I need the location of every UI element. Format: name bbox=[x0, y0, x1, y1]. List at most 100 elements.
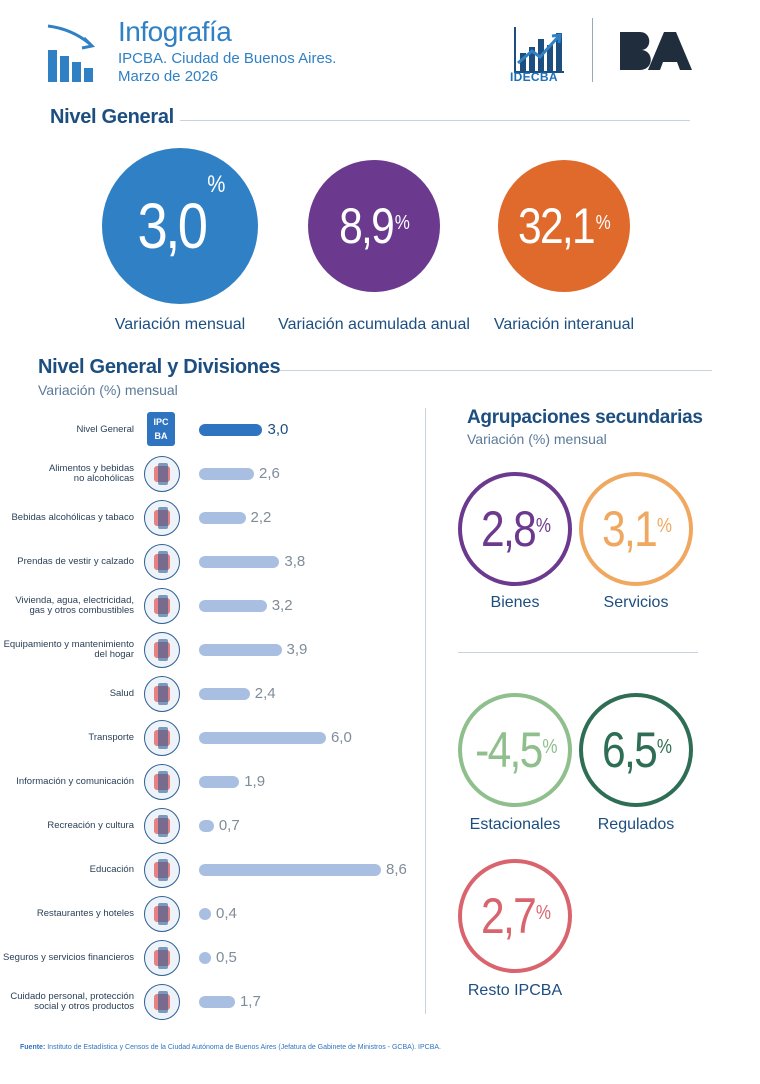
division-value: 1,7 bbox=[239, 993, 261, 1010]
division-label-line: Prendas de vestir y calzado bbox=[17, 556, 134, 567]
division-value: 2,6 bbox=[259, 465, 280, 482]
house-icon bbox=[144, 588, 180, 624]
agrupacion-circle: 2,8% bbox=[458, 472, 572, 586]
bottle-icon bbox=[144, 500, 180, 536]
division-label: Salud bbox=[2, 689, 134, 699]
division-label: Cuidado personal, protección social y otr… bbox=[2, 992, 134, 1012]
division-label-line: no alcohólicas bbox=[73, 473, 134, 484]
agrupacion-label: Servicios bbox=[603, 594, 669, 611]
percent-sign: % bbox=[541, 736, 557, 758]
icon-glyph bbox=[158, 727, 168, 749]
agrupacion-number: -4,5 bbox=[474, 722, 543, 778]
icon-glyph bbox=[158, 463, 168, 485]
agrupacion-label: Resto IPCBA bbox=[467, 982, 563, 999]
division-bar bbox=[199, 776, 240, 788]
nivel-general-number: 8,9 bbox=[339, 198, 395, 254]
division-label-line: Restaurantes y hoteles bbox=[36, 908, 134, 919]
agrupacion-value: 6,5% bbox=[602, 721, 672, 779]
division-bar bbox=[199, 424, 263, 436]
agrupacion-circle: 2,7% bbox=[458, 859, 572, 973]
icon-glyph bbox=[158, 859, 168, 881]
idecba-logo bbox=[514, 27, 564, 73]
agrupacion-value: 3,1% bbox=[601, 500, 672, 558]
food-icon bbox=[144, 456, 180, 492]
division-bar bbox=[199, 864, 381, 876]
nivel-general-label: Variación interanual bbox=[493, 316, 635, 333]
nivel-general-value: 32,1% bbox=[518, 197, 611, 255]
agrupaciones-divider bbox=[458, 652, 698, 653]
icon-glyph bbox=[158, 815, 168, 837]
icon-glyph bbox=[158, 595, 168, 617]
agrupacion-label: Bienes bbox=[490, 594, 540, 611]
agrupacion-label: Regulados bbox=[597, 816, 675, 833]
section-subtitle-divisiones: Variación (%) mensual bbox=[38, 382, 178, 398]
theater-icon bbox=[144, 808, 180, 844]
ipcba-icon: IPC BA bbox=[147, 412, 175, 446]
idecba-label: IDECBA bbox=[510, 70, 558, 84]
nivel-general-label: Variación mensual bbox=[114, 316, 246, 333]
agrupacion-number: 2,8 bbox=[480, 501, 537, 557]
division-label: Bebidas alcohólicas y tabaco bbox=[2, 513, 134, 523]
nivel-general-value: 8,9% bbox=[339, 197, 410, 255]
division-bar bbox=[199, 952, 211, 964]
icon-glyph bbox=[158, 947, 168, 969]
nivel-general-circle: 32,1% bbox=[498, 160, 630, 292]
agrupacion-value: 2,7% bbox=[481, 887, 551, 945]
division-label: Recreación y cultura bbox=[2, 821, 134, 831]
division-bar bbox=[199, 688, 250, 700]
division-value: 3,9 bbox=[286, 641, 308, 658]
division-label: Vivienda, agua, electricidad, gas y otros… bbox=[2, 596, 134, 616]
percent-sign: % bbox=[395, 212, 410, 234]
footer-label: Fuente: bbox=[20, 1044, 46, 1051]
division-bar bbox=[199, 820, 214, 832]
icon-glyph bbox=[158, 639, 168, 661]
division-label: Alimentos y bebidas no alcohólicas bbox=[2, 464, 134, 484]
section-divider bbox=[280, 370, 712, 371]
percent-sign: % bbox=[535, 902, 551, 924]
division-bar bbox=[199, 512, 246, 524]
percent-sign: % bbox=[656, 515, 672, 537]
doctor-icon bbox=[144, 676, 180, 712]
division-label: Seguros y servicios financieros bbox=[2, 953, 134, 963]
percent-sign: % bbox=[656, 736, 672, 758]
division-label-line: Seguros y servicios financieros bbox=[3, 952, 134, 963]
transport-icon bbox=[144, 720, 180, 756]
icon-glyph bbox=[158, 507, 168, 529]
division-label: Información y comunicación bbox=[2, 777, 134, 787]
division-label-line: social y otros productos bbox=[34, 1001, 134, 1012]
nivel-general-number: 3,0 bbox=[137, 190, 208, 262]
footer-text: Instituto de Estadística y Censos de la … bbox=[47, 1044, 441, 1051]
division-bar bbox=[199, 600, 267, 612]
division-label: Restaurantes y hoteles bbox=[2, 909, 134, 919]
icon-glyph bbox=[158, 903, 168, 925]
cosmetics-icon bbox=[144, 984, 180, 1020]
division-label-line: Recreación y cultura bbox=[47, 820, 134, 831]
division-label-line: Equipamiento y mantenimiento bbox=[3, 639, 134, 650]
division-value: 0,7 bbox=[218, 817, 240, 834]
school-icon bbox=[144, 852, 180, 888]
division-bar bbox=[199, 908, 211, 920]
division-label-line: Educación bbox=[89, 864, 134, 875]
division-label-line: Transporte bbox=[88, 732, 134, 743]
page-title: Infografía bbox=[118, 16, 232, 47]
icon-glyph bbox=[158, 551, 168, 573]
section-title-nivel-general: Nivel General bbox=[50, 106, 174, 128]
appliance-icon bbox=[144, 632, 180, 668]
percent-sign: % bbox=[596, 212, 611, 234]
agrupacion-number: 3,1 bbox=[601, 501, 658, 557]
division-label-line: Bebidas alcohólicas y tabaco bbox=[11, 512, 134, 523]
division-label-line: Vivienda, agua, electricidad, bbox=[15, 595, 134, 606]
division-value: 0,5 bbox=[216, 949, 237, 966]
nivel-general-label: Variación acumulada anual bbox=[278, 316, 470, 333]
division-label-line: Salud bbox=[109, 688, 134, 699]
division-value: 3,0 bbox=[267, 421, 289, 438]
division-label: Educación bbox=[2, 865, 134, 875]
section-title-agrupaciones: Agrupaciones secundarias bbox=[467, 407, 703, 428]
section-divider bbox=[180, 120, 690, 121]
percent-sign: % bbox=[535, 515, 551, 537]
division-bar bbox=[199, 996, 235, 1008]
division-bar bbox=[199, 644, 282, 656]
section-subtitle-agrupaciones: Variación (%) mensual bbox=[467, 431, 607, 447]
agrupacion-circle: 6,5% bbox=[579, 693, 693, 807]
section-title-divisiones: Nivel General y Divisiones bbox=[38, 356, 281, 378]
